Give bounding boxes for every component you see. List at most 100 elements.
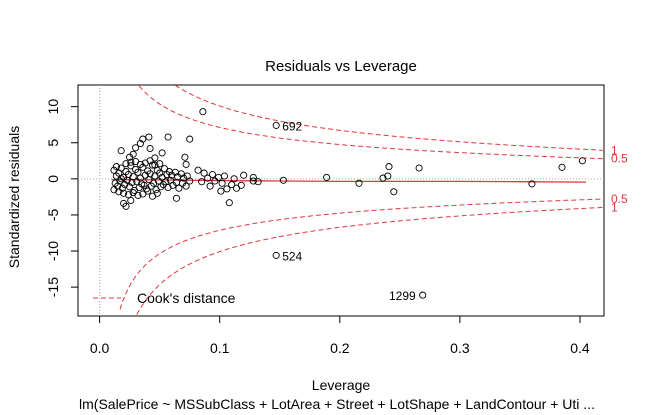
data-point — [218, 179, 226, 187]
data-point-outlier — [272, 251, 280, 259]
data-point — [379, 174, 387, 182]
data-point — [208, 170, 217, 179]
y-tick-label: 5 — [45, 139, 61, 147]
data-point — [151, 154, 159, 162]
model-formula-subtitle: lm(SalePrice ~ MSSubClass + LotArea + St… — [79, 396, 595, 412]
y-axis: -15 -10 -5 0 5 10 — [45, 99, 78, 297]
data-point — [249, 173, 257, 181]
data-point — [390, 188, 398, 196]
data-point — [110, 186, 118, 194]
point-label: 692 — [282, 119, 302, 133]
data-point — [162, 178, 170, 186]
data-point — [132, 144, 140, 152]
data-point — [127, 162, 135, 170]
data-point — [217, 187, 225, 195]
data-point — [237, 181, 245, 189]
x-tick-label: 0.0 — [90, 340, 110, 356]
smooth-line-group — [111, 178, 587, 183]
data-point — [126, 183, 134, 191]
data-point — [156, 160, 164, 168]
data-point — [528, 180, 536, 188]
data-point — [249, 177, 257, 185]
data-point — [172, 194, 181, 202]
data-point — [355, 179, 363, 187]
data-point — [139, 135, 147, 143]
data-point — [384, 172, 392, 180]
data-point — [148, 161, 157, 169]
data-point — [156, 169, 164, 177]
data-point — [140, 181, 148, 189]
data-point — [254, 178, 262, 186]
data-point — [177, 170, 185, 178]
data-point — [122, 160, 130, 168]
data-point — [206, 182, 214, 190]
data-point — [134, 191, 142, 199]
data-point — [220, 172, 229, 180]
data-point — [133, 178, 141, 186]
data-point — [146, 144, 154, 153]
data-point — [186, 135, 194, 143]
data-point — [151, 161, 159, 169]
cooks-contour-upper-0-5 — [138, 85, 603, 160]
data-point — [578, 157, 586, 165]
y-tick-label: 0 — [45, 175, 61, 183]
data-point — [122, 202, 130, 210]
cooks-contour-upper-1 — [175, 84, 603, 151]
data-point — [230, 175, 238, 183]
y-tick-label: -10 — [45, 241, 61, 261]
data-point — [117, 147, 125, 155]
x-axis-label: Leverage — [312, 377, 371, 393]
chart-title: Residuals vs Leverage — [265, 58, 417, 75]
data-point — [182, 160, 190, 168]
data-point — [117, 164, 125, 172]
data-point — [186, 177, 194, 185]
data-point — [146, 170, 154, 178]
data-points — [110, 108, 586, 299]
data-point — [204, 174, 212, 182]
point-labels: 692 524 1299 — [282, 119, 416, 303]
x-tick-label: 0.4 — [570, 340, 590, 356]
data-point — [385, 163, 393, 171]
data-point — [194, 166, 202, 174]
data-point — [136, 160, 144, 168]
data-point — [279, 176, 287, 184]
data-point — [144, 187, 152, 195]
data-point — [115, 188, 123, 196]
cooks-level-label: 0.5 — [611, 152, 628, 166]
data-point — [225, 199, 233, 207]
plot-frame — [77, 84, 605, 317]
data-point-outlier — [419, 291, 427, 299]
cooks-level-label: 1 — [611, 200, 618, 214]
data-point — [164, 183, 172, 192]
data-point — [240, 171, 248, 179]
data-point — [129, 173, 137, 181]
point-label: 1299 — [389, 289, 416, 303]
x-tick-label: 0.2 — [330, 340, 350, 356]
data-point — [117, 175, 125, 183]
data-point — [323, 173, 331, 181]
x-tick-label: 0.1 — [210, 340, 230, 356]
y-tick-label: 10 — [45, 99, 61, 115]
data-point — [124, 170, 132, 179]
data-point — [223, 185, 231, 193]
x-tick-label: 0.3 — [450, 340, 470, 356]
point-label: 524 — [282, 249, 302, 263]
data-point — [157, 183, 165, 191]
data-point — [228, 181, 236, 189]
data-point — [118, 184, 126, 192]
data-point — [199, 108, 207, 116]
data-point — [180, 174, 188, 182]
data-point-outlier — [272, 121, 280, 129]
data-point — [200, 169, 208, 177]
cooks-contour-lower-1 — [136, 206, 603, 315]
data-point — [127, 196, 135, 205]
smooth-line — [111, 178, 587, 183]
data-point — [127, 158, 135, 166]
data-point — [124, 191, 132, 199]
data-point — [120, 189, 128, 197]
data-point — [158, 149, 166, 157]
data-point — [154, 177, 163, 185]
data-point — [182, 182, 190, 190]
data-point — [129, 150, 137, 158]
data-point — [145, 133, 153, 141]
